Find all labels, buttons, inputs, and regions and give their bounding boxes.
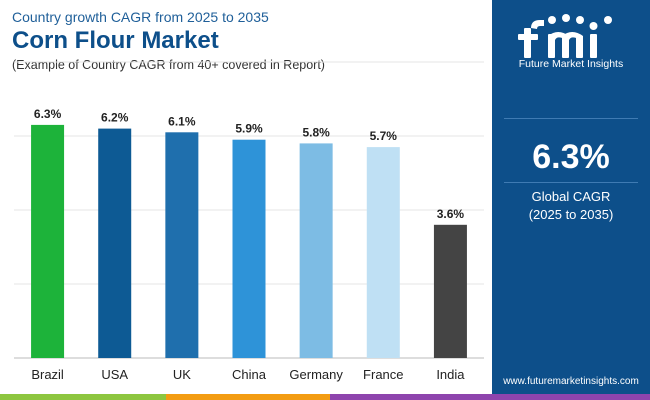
data-label-germany: 5.8% bbox=[302, 125, 330, 139]
data-label-usa: 6.2% bbox=[101, 111, 129, 125]
global-cagr-range: (2025 to 2035) bbox=[528, 207, 614, 222]
x-tick-label-uk: UK bbox=[173, 367, 191, 382]
bar-france bbox=[366, 147, 400, 358]
x-tick-label-china: China bbox=[232, 367, 267, 382]
global-cagr-label: Global CAGR bbox=[531, 189, 611, 204]
bar-usa bbox=[98, 128, 132, 358]
global-cagr-value: 6.3% bbox=[532, 138, 610, 176]
bar-chart-svg: 6.3% Brazil 6.2% USA 6.1% UK 5.9% China 5.8% Germ… bbox=[14, 61, 484, 382]
chart-supertitle: Country growth CAGR from 2025 to 2035 bbox=[12, 9, 269, 25]
chart-title: Corn Flour Market bbox=[12, 27, 219, 54]
bar-chart: 6.3% Brazil 6.2% USA 6.1% UK 5.9% China 5.8% Germ… bbox=[14, 61, 484, 382]
x-tick-label-france: France bbox=[363, 367, 403, 382]
x-tick-label-usa: USA bbox=[101, 367, 128, 382]
panel-divider-2 bbox=[504, 182, 638, 183]
data-label-india: 3.6% bbox=[437, 207, 465, 221]
side-panel: Future Market Insights 6.3% Global CAGR … bbox=[492, 0, 650, 400]
bar-china bbox=[232, 139, 266, 358]
data-label-china: 5.9% bbox=[235, 122, 263, 136]
x-tick-label-brazil: Brazil bbox=[31, 367, 64, 382]
bottom-color-band bbox=[0, 394, 650, 400]
logo-text: Future Market Insights bbox=[518, 58, 624, 70]
band-segment bbox=[166, 394, 330, 400]
bar-germany bbox=[299, 143, 333, 358]
data-label-uk: 6.1% bbox=[168, 114, 196, 128]
fmi-logo-icon bbox=[518, 14, 612, 58]
bar-uk bbox=[165, 132, 199, 358]
bar-india bbox=[433, 224, 467, 358]
band-segment bbox=[0, 394, 166, 400]
website-link[interactable]: www.futuremarketinsights.com bbox=[503, 376, 639, 387]
x-tick-label-germany: Germany bbox=[289, 367, 343, 382]
data-label-brazil: 6.3% bbox=[34, 107, 62, 121]
data-label-france: 5.7% bbox=[370, 129, 398, 143]
bar-brazil bbox=[31, 124, 65, 359]
x-tick-label-india: India bbox=[436, 367, 465, 382]
band-segment bbox=[330, 394, 650, 400]
panel-divider bbox=[504, 118, 638, 119]
